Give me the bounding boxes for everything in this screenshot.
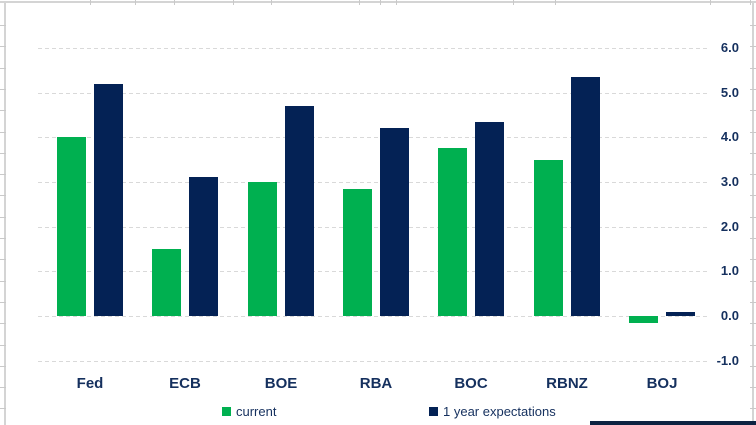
- sheet-column-tick: [174, 0, 175, 5]
- sheet-row-tick: [0, 345, 6, 346]
- gridline--1.0: [38, 361, 710, 362]
- bar-expectations-RBA: [380, 128, 409, 316]
- sheet-row-tick: [750, 387, 756, 388]
- gridline-5.0: [38, 93, 710, 94]
- y-axis-tick-label: 4.0: [720, 129, 739, 144]
- sheet-row-tick: [0, 68, 6, 69]
- category-label-ECB: ECB: [169, 375, 201, 392]
- legend-swatch-current: [222, 407, 231, 416]
- sheet-row-tick: [0, 217, 6, 218]
- category-label-BOE: BOE: [264, 375, 298, 392]
- bar-expectations-BOJ: [666, 312, 695, 316]
- sheet-column-tick: [710, 0, 711, 5]
- sheet-row-tick: [0, 281, 6, 282]
- sheet-column-tick: [359, 0, 360, 5]
- sheet-column-tick: [396, 0, 397, 5]
- sheet-row-tick: [750, 238, 756, 239]
- sheet-row-tick: [0, 132, 6, 133]
- bar-current-Fed: [57, 137, 86, 316]
- bar-expectations-ECB: [189, 177, 218, 316]
- sheet-row-tick: [0, 366, 6, 367]
- sheet-top-line: [0, 1, 756, 3]
- legend-item-current: current: [222, 404, 276, 419]
- legend-label-expectations: 1 year expectations: [443, 404, 556, 419]
- bar-current-RBA: [343, 189, 372, 316]
- bar-current-BOC: [438, 148, 467, 316]
- bar-expectations-Fed: [94, 84, 123, 316]
- sheet-row-tick: [0, 25, 6, 26]
- sheet-row-tick: [0, 408, 6, 409]
- category-label-Fed: Fed: [76, 375, 104, 392]
- sheet-row-tick: [750, 46, 756, 47]
- sheet-row-tick: [750, 323, 756, 324]
- sheet-row-tick: [750, 217, 756, 218]
- sheet-row-tick: [750, 345, 756, 346]
- category-label-RBNZ: RBNZ: [546, 375, 588, 392]
- sheet-row-tick: [750, 68, 756, 69]
- sheet-column-tick: [135, 0, 136, 5]
- y-axis-tick-label: -1.0: [716, 353, 739, 368]
- sheet-row-tick: [0, 238, 6, 239]
- sheet-column-tick: [233, 0, 234, 5]
- legend-swatch-expectations: [429, 407, 438, 416]
- clipped-bottom-element: [590, 421, 756, 425]
- sheet-row-tick: [750, 89, 756, 90]
- sheet-row-tick: [750, 174, 756, 175]
- sheet-row-tick: [750, 25, 756, 26]
- sheet-row-tick: [0, 387, 6, 388]
- gridline-2.0: [38, 227, 710, 228]
- category-label-BOJ: BOJ: [646, 375, 678, 392]
- sheet-row-tick: [750, 195, 756, 196]
- y-axis-tick-label: 5.0: [720, 85, 739, 100]
- bar-expectations-RBNZ: [571, 77, 600, 316]
- legend-label-current: current: [236, 404, 277, 419]
- sheet-row-tick: [0, 195, 6, 196]
- sheet-column-tick: [513, 0, 514, 5]
- sheet-column-tick: [380, 0, 381, 5]
- sheet-row-tick: [750, 110, 756, 111]
- sheet-row-tick: [0, 259, 6, 260]
- bar-expectations-BOC: [475, 122, 504, 316]
- sheet-row-tick: [0, 46, 6, 47]
- sheet-row-tick: [750, 153, 756, 154]
- y-axis-tick-label: 2.0: [720, 219, 739, 234]
- gridline-6.0: [38, 48, 710, 49]
- bar-current-RBNZ: [534, 160, 563, 316]
- gridline-3.0: [38, 182, 710, 183]
- sheet-row-tick: [750, 408, 756, 409]
- sheet-row-tick: [750, 259, 756, 260]
- sheet-row-tick: [0, 323, 6, 324]
- y-axis-tick-label: 0.0: [720, 308, 739, 323]
- bar-current-BOJ: [629, 316, 658, 323]
- sheet-right-line: [752, 3, 754, 425]
- category-label-BOC: BOC: [454, 375, 488, 392]
- sheet-row-tick: [750, 302, 756, 303]
- sheet-left-line: [4, 3, 6, 425]
- bar-current-BOE: [248, 182, 277, 316]
- category-label-RBA: RBA: [359, 375, 393, 392]
- sheet-row-tick: [750, 132, 756, 133]
- sheet-column-tick: [555, 0, 556, 5]
- sheet-row-tick: [0, 89, 6, 90]
- gridline-0.0: [38, 316, 710, 317]
- legend-item-expectations: 1 year expectations: [429, 404, 556, 419]
- gridline-1.0: [38, 271, 710, 272]
- sheet-row-tick: [0, 110, 6, 111]
- sheet-column-tick: [750, 0, 751, 5]
- sheet-row-tick: [0, 174, 6, 175]
- sheet-row-tick: [750, 281, 756, 282]
- sheet-row-tick: [0, 153, 6, 154]
- sheet-column-tick: [271, 0, 272, 5]
- y-axis-tick-label: 1.0: [720, 263, 739, 278]
- y-axis-tick-label: 6.0: [720, 40, 739, 55]
- bar-expectations-BOE: [285, 106, 314, 316]
- gridline-4.0: [38, 137, 710, 138]
- sheet-row-tick: [0, 302, 6, 303]
- y-axis-tick-label: 3.0: [720, 174, 739, 189]
- bar-current-ECB: [152, 249, 181, 316]
- sheet-column-tick: [90, 0, 91, 5]
- sheet-row-tick: [750, 366, 756, 367]
